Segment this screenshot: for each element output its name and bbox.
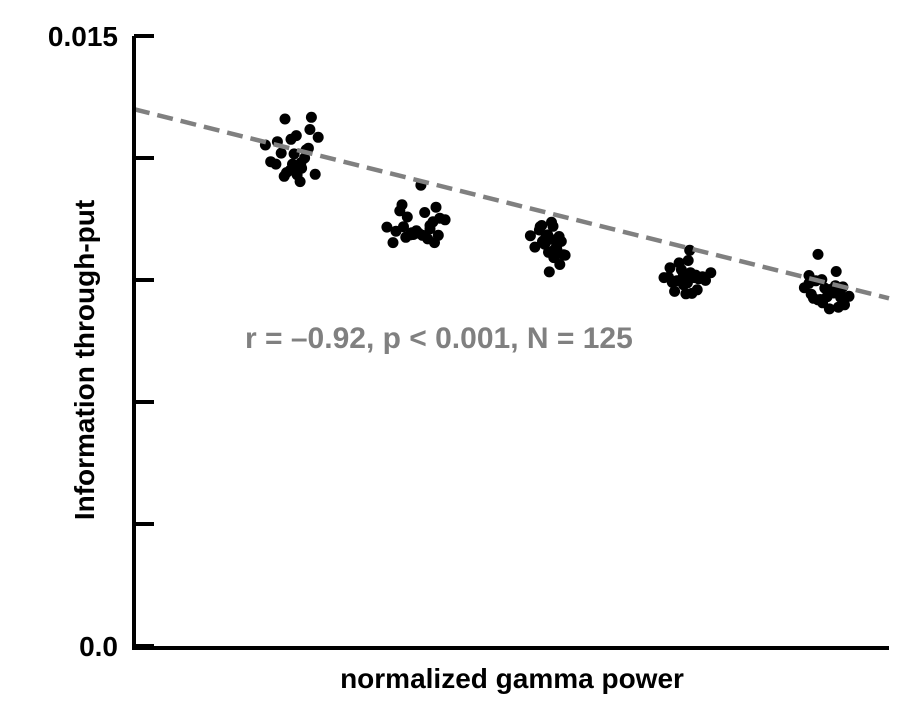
data-point: [381, 221, 393, 233]
plot-area: [133, 107, 890, 315]
data-point: [686, 287, 698, 299]
data-point: [424, 223, 436, 235]
data-point: [554, 259, 566, 270]
data-point: [290, 130, 302, 142]
data-point: [812, 294, 824, 306]
annotation-text: r = –0.92, p < 0.001, N = 125: [245, 322, 633, 355]
data-point: [681, 277, 693, 289]
data-point: [404, 229, 416, 241]
x-axis-label: normalized gamma power: [340, 663, 684, 694]
data-point: [312, 131, 324, 143]
data-point: [429, 237, 440, 249]
data-point: [430, 201, 442, 213]
data-point: [690, 269, 702, 281]
data-point: [534, 221, 546, 233]
y-tick-label: 0.0: [79, 631, 118, 662]
y-axis-label: Information through-put: [69, 200, 100, 520]
data-point: [279, 113, 291, 125]
data-point: [524, 230, 536, 242]
y-tick-label: 0.015: [48, 21, 118, 52]
data-point: [387, 237, 399, 249]
data-point: [416, 229, 428, 241]
data-point: [669, 285, 681, 297]
data-point: [823, 303, 835, 315]
data-point: [549, 244, 560, 255]
data-point: [705, 267, 717, 279]
data-point: [398, 221, 409, 233]
data-point: [558, 249, 570, 261]
data-point: [304, 124, 316, 135]
data-point: [419, 207, 431, 218]
data-point: [305, 111, 317, 123]
data-point: [553, 231, 565, 242]
data-point: [830, 266, 842, 277]
data-point: [294, 176, 306, 188]
data-point: [401, 211, 413, 223]
data-point: [663, 271, 674, 283]
data-point: [682, 255, 694, 266]
data-point: [529, 241, 541, 253]
data-point: [265, 156, 277, 168]
data-point: [547, 220, 559, 232]
data-point: [275, 147, 287, 159]
data-point: [309, 168, 321, 180]
data-point: [278, 170, 290, 182]
regression-line: [133, 107, 890, 301]
data-point: [439, 214, 451, 226]
data-point: [812, 248, 824, 260]
data-point: [832, 301, 844, 313]
data-point: [396, 199, 408, 211]
data-point: [541, 234, 553, 246]
axes: [132, 36, 889, 650]
data-point: [843, 290, 855, 302]
data-point: [543, 266, 555, 278]
data-point: [664, 262, 676, 274]
data-point: [684, 244, 696, 256]
data-point: [295, 157, 307, 169]
y-axis-ticks: 0.0 0.015: [48, 21, 154, 662]
